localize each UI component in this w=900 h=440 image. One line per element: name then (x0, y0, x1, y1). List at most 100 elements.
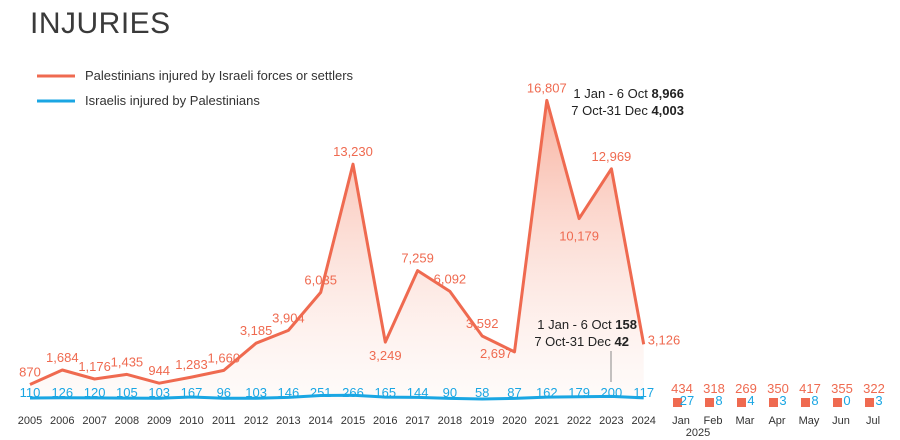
label-israelis-2020: 87 (507, 385, 521, 400)
tick-2005: 2005 (18, 415, 42, 427)
tick-2009: 2009 (147, 415, 171, 427)
monthly-israelis-feb: 8 (715, 393, 722, 408)
tick-2019: 2019 (470, 415, 494, 427)
tick-2006: 2006 (50, 415, 74, 427)
label-israelis-2015: 266 (342, 385, 364, 400)
monthly-palestinians-may: 417 (799, 381, 821, 396)
tick-2011: 2011 (212, 415, 236, 427)
label-palestinians-2015: 13,230 (333, 144, 373, 159)
annotation-pal-line2-value: 4,003 (651, 103, 684, 118)
label-palestinians-2013: 3,904 (272, 310, 305, 325)
label-palestinians-2006: 1,684 (46, 350, 79, 365)
monthly-palestinians-feb: 318 (703, 381, 725, 396)
svg-text:1 Jan - 6 Oct 158: 1 Jan - 6 Oct 158 (537, 317, 637, 332)
label-israelis-2007: 120 (84, 385, 106, 400)
label-israelis-2012: 103 (245, 385, 267, 400)
label-israelis-2022: 179 (568, 385, 590, 400)
svg-text:7 Oct-31 Dec 42: 7 Oct-31 Dec 42 (534, 334, 629, 349)
tick-2007: 2007 (82, 415, 106, 427)
svg-text:7 Oct-31 Dec 4,003: 7 Oct-31 Dec 4,003 (571, 103, 684, 118)
monthly-marker-jun (833, 398, 842, 407)
label-palestinians-2017: 7,259 (401, 251, 434, 266)
monthly-marker-apr (769, 398, 778, 407)
tick-2018: 2018 (438, 415, 462, 427)
monthly-israelis-mar: 4 (747, 393, 754, 408)
monthly-year-label: 2025 (686, 427, 710, 439)
monthly-2025: 43427Jan3188Feb2694Mar3503Apr4178May3550… (671, 381, 885, 439)
label-palestinians-2020: 2,697 (480, 346, 513, 361)
label-israelis-2008: 105 (116, 385, 138, 400)
annotation-palestinians-2023: 1 Jan - 6 Oct 8,966 7 Oct-31 Dec 4,003 (571, 86, 684, 118)
x-axis-ticks: 2005 2006 2007 2008 2009 2010 2011 2012 2013 2014… (18, 415, 656, 427)
tick-2015: 2015 (341, 415, 365, 427)
monthly-palestinians-jan: 434 (671, 381, 693, 396)
monthly-palestinians-apr: 350 (767, 381, 789, 396)
annotation-isr-line2-text: 7 Oct-31 Dec (534, 334, 614, 349)
monthly-israelis-apr: 3 (779, 393, 786, 408)
tick-2022: 2022 (567, 415, 591, 427)
tick-month-jan: Jan (672, 415, 690, 427)
label-israelis-2023: 200 (601, 385, 623, 400)
tick-2016: 2016 (373, 415, 397, 427)
tick-2012: 2012 (244, 415, 268, 427)
monthly-marker-mar (737, 398, 746, 407)
label-israelis-2006: 126 (51, 385, 73, 400)
tick-2024: 2024 (631, 415, 655, 427)
label-palestinians-2009: 944 (148, 363, 170, 378)
label-israelis-2017: 144 (407, 385, 429, 400)
label-palestinians-2019: 3,592 (466, 316, 499, 331)
legend: Palestinians injured by Israeli forces o… (37, 68, 354, 108)
tick-2013: 2013 (276, 415, 300, 427)
label-israelis-2005: 110 (20, 385, 41, 400)
annotation-pal-line1-text: 1 Jan - 6 Oct (573, 86, 651, 101)
tick-month-feb: Feb (704, 415, 723, 427)
label-israelis-2011: 96 (217, 385, 231, 400)
monthly-palestinians-jul: 322 (863, 381, 885, 396)
annotation-isr-line1-text: 1 Jan - 6 Oct (537, 317, 615, 332)
label-palestinians-2018: 6,092 (434, 271, 467, 286)
label-palestinians-2024: 3,126 (648, 332, 681, 347)
monthly-israelis-jun: 0 (843, 393, 850, 408)
tick-month-apr: Apr (768, 415, 785, 427)
label-israelis-2024: 117 (633, 385, 654, 400)
tick-2021: 2021 (535, 415, 559, 427)
annotation-pal-line1-value: 8,966 (651, 86, 684, 101)
palestinians-area (30, 100, 644, 401)
label-israelis-2009: 103 (148, 385, 170, 400)
palestinians-line (29, 98, 646, 386)
monthly-marker-jan (673, 398, 682, 407)
label-israelis-2021: 162 (536, 385, 558, 400)
tick-2017: 2017 (405, 415, 429, 427)
monthly-israelis-jan: 27 (680, 393, 694, 408)
label-palestinians-2008: 1,435 (111, 354, 144, 369)
label-palestinians-2011: 1,660 (208, 350, 241, 365)
label-palestinians-2012: 3,185 (240, 323, 273, 338)
label-israelis-2019: 58 (475, 385, 489, 400)
label-palestinians-2021: 16,807 (527, 80, 567, 95)
tick-2020: 2020 (502, 415, 526, 427)
tick-month-jun: Jun (832, 415, 850, 427)
chart-title: INJURIES (30, 7, 171, 40)
monthly-israelis-jul: 3 (875, 393, 882, 408)
label-israelis-2013: 146 (278, 385, 300, 400)
label-palestinians-2016: 3,249 (369, 348, 402, 363)
tick-2008: 2008 (115, 415, 139, 427)
label-palestinians-2023: 12,969 (592, 149, 632, 164)
monthly-marker-may (801, 398, 810, 407)
series-lines (29, 98, 646, 401)
annotation-pal-line2-text: 7 Oct-31 Dec (571, 103, 651, 118)
monthly-israelis-may: 8 (811, 393, 818, 408)
label-palestinians-2005: 870 (19, 365, 41, 380)
israelis-line (29, 393, 644, 401)
svg-text:1 Jan - 6 Oct 8,966: 1 Jan - 6 Oct 8,966 (573, 86, 684, 101)
label-israelis-2016: 165 (374, 385, 396, 400)
monthly-palestinians-jun: 355 (831, 381, 853, 396)
tick-month-jul: Jul (866, 415, 880, 427)
label-israelis-2010: 167 (181, 385, 203, 400)
tick-2010: 2010 (179, 415, 203, 427)
legend-label-palestinians: Palestinians injured by Israeli forces o… (85, 68, 354, 83)
tick-2014: 2014 (308, 415, 332, 427)
annotation-isr-line1-value: 158 (615, 317, 637, 332)
